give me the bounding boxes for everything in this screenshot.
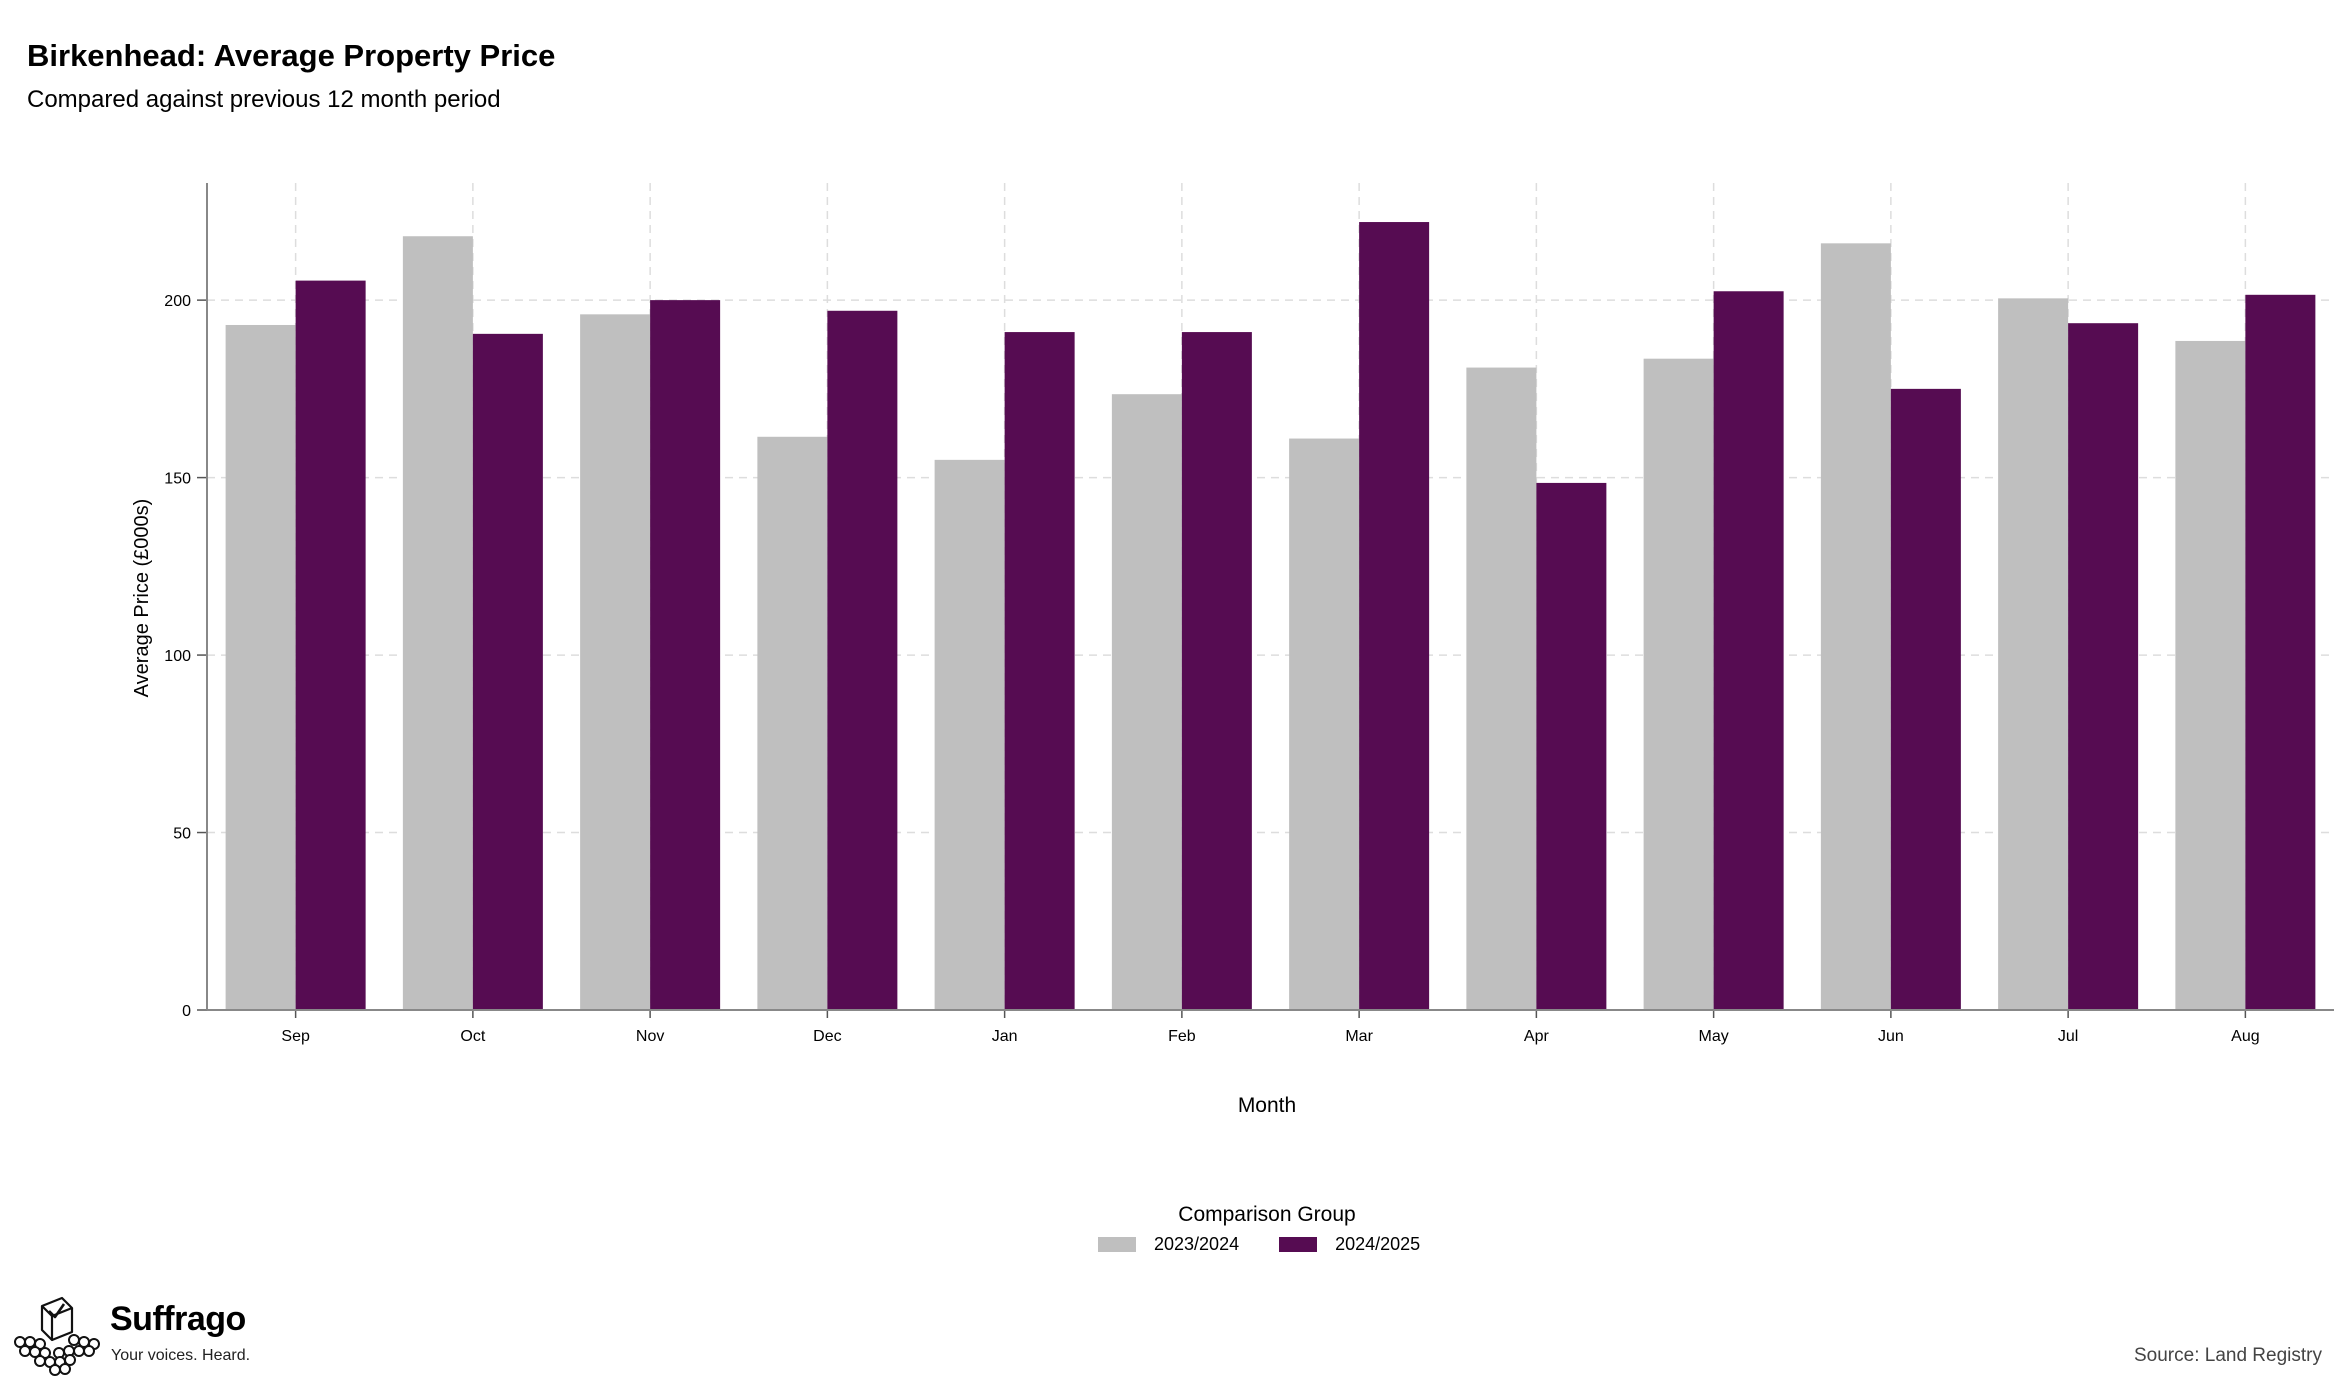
x-axis-label: Month <box>1238 1094 1296 1117</box>
bar-2023-2024-sep: 2023/2024 Sep: 193 <box>225 324 296 1010</box>
bar-2023-2024-apr: 2023/2024 Apr: 181 <box>1466 367 1537 1010</box>
source-note: Source: Land Registry <box>2134 1345 2322 1366</box>
y-tick-label: 200 <box>164 293 191 310</box>
bars: 2023/2024 Sep: 1932024/2025 Sep: 205.5 20… <box>225 222 2316 1011</box>
bar-2024-2025-feb: 2024/2025 Feb: 191 <box>1181 332 1252 1010</box>
bar-2023-2024-may: 2023/2024 May: 183.5 <box>1643 358 1714 1011</box>
bar-2024-2025-apr: 2024/2025 Apr: 148.5 <box>1536 482 1607 1010</box>
x-tick-label: Jun <box>1878 1028 1904 1045</box>
bar-2024-2025-nov: 2024/2025 Nov: 200 <box>650 300 721 1010</box>
x-tick-label: Sep <box>281 1028 310 1045</box>
bar-2023-2024-jun: 2023/2024 Jun: 216 <box>1820 243 1891 1010</box>
y-tick-label: 100 <box>164 648 191 665</box>
bar-2023-2024-nov: 2023/2024 Nov: 196 <box>580 314 651 1010</box>
tick-labels: 0 50 100 150 200 Sep Oct Nov Dec Jan Feb Mar Apr May J… <box>164 293 2259 1045</box>
x-tick-label: Jul <box>2058 1028 2078 1045</box>
bar-2023-2024-jul: 2023/2024 Jul: 200.5 <box>1998 298 2069 1010</box>
bar-2024-2025-dec: 2024/2025 Dec: 197 <box>827 310 898 1010</box>
legend-label-2023-2024: 2023/2024 <box>1154 1234 1240 1254</box>
x-tick-label: Oct <box>460 1028 485 1045</box>
chart-title: Birkenhead: Average Property Price <box>27 38 556 73</box>
bar-2024-2025-aug: 2024/2025 Aug: 201.5 <box>2245 294 2316 1011</box>
x-tick-label: May <box>1699 1028 1729 1045</box>
legend: 2023/2024 2024/2025 <box>1098 1234 1460 1255</box>
bar-2023-2024-aug: 2023/2024 Aug: 188.5 <box>2175 340 2246 1010</box>
x-tick-label: Mar <box>1345 1028 1373 1045</box>
legend-swatch-2023-2024 <box>1098 1237 1136 1252</box>
brand-name: Suffrago <box>110 1300 246 1338</box>
bar-2024-2025-may: 2024/2025 May: 202.5 <box>1713 291 1784 1010</box>
y-axis-label: Average Price (£000s) <box>131 499 153 698</box>
x-tick-label: Jan <box>992 1028 1018 1045</box>
bar-2024-2025-jul: 2024/2025 Jul: 193.5 <box>2068 323 2139 1010</box>
legend-swatch-2024-2025 <box>1279 1237 1318 1252</box>
bar-2023-2024-oct: 2023/2024 Oct: 218 <box>402 236 473 1010</box>
bar-2023-2024-dec: 2023/2024 Dec: 161.5 <box>757 436 828 1011</box>
y-tick-label: 50 <box>173 826 191 843</box>
bar-2024-2025-sep: 2024/2025 Sep: 205.5 <box>295 280 366 1010</box>
x-tick-label: Feb <box>1168 1028 1196 1045</box>
x-tick-label: Nov <box>636 1028 664 1045</box>
legend-item-2023-2024: 2023/2024 <box>1098 1234 1239 1255</box>
bar-2024-2025-oct: 2024/2025 Oct: 190.5 <box>472 333 543 1010</box>
axes <box>197 183 2334 1018</box>
brand-tagline: Your voices. Heard. <box>111 1347 251 1364</box>
legend-item-2024-2025: 2024/2025 <box>1279 1234 1420 1255</box>
chart-subtitle: Compared against previous 12 month perio… <box>27 86 501 113</box>
y-tick-label: 150 <box>164 471 191 488</box>
ballot-box-icon <box>14 1296 100 1376</box>
bar-2023-2024-feb: 2023/2024 Feb: 173.5 <box>1111 394 1182 1010</box>
bar-2024-2025-jan: 2024/2025 Jan: 191 <box>1004 332 1075 1010</box>
y-tick-label: 0 <box>182 1003 191 1020</box>
x-tick-label: Aug <box>2231 1028 2259 1045</box>
bar-2024-2025-mar: 2024/2025 Mar: 222 <box>1359 222 1430 1011</box>
legend-label-2024-2025: 2024/2025 <box>1335 1234 1421 1254</box>
x-tick-label: Apr <box>1524 1028 1550 1045</box>
bar-2023-2024-mar: 2023/2024 Mar: 161 <box>1289 438 1360 1010</box>
bar-2024-2025-jun: 2024/2025 Jun: 175 <box>1890 388 1961 1010</box>
bar-2023-2024-jan: 2023/2024 Jan: 155 <box>934 459 1005 1010</box>
legend-title: Comparison Group <box>1178 1203 1356 1226</box>
x-tick-label: Dec <box>813 1028 841 1045</box>
